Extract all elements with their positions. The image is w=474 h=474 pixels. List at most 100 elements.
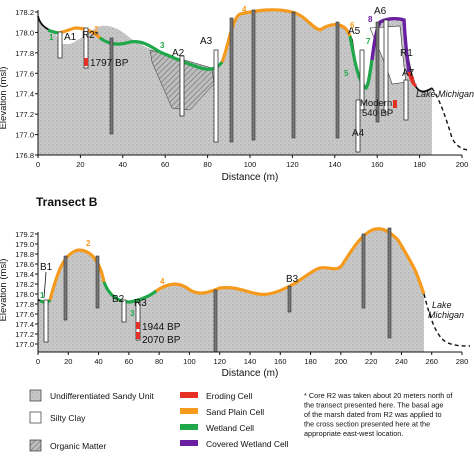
cell-number-a-5: 5 xyxy=(344,69,349,78)
transect-a-cell-numbers: 1 2 3 4 5 6 7 8 9 xyxy=(49,5,415,84)
transect-a-sand-unit xyxy=(38,9,432,156)
transect-b-x-tick-label-12: 240 xyxy=(395,357,408,366)
transect-a-y-tick-label-5: 177.2 xyxy=(15,110,34,119)
cell-number-a-3: 3 xyxy=(160,41,165,50)
transect-b-xlabel: Distance (m) xyxy=(222,368,279,379)
transect-b-panel: 179.2179.0178.8178.6178.4178.2178.0177.8… xyxy=(0,227,471,379)
legend-note-line: the transect presented here. The basal a… xyxy=(304,401,443,410)
label-1797bp: 1797 BP xyxy=(90,58,129,69)
cell-number-b-1: 1 xyxy=(40,291,45,300)
label-a7: A7 xyxy=(402,68,415,79)
transect-b-cell-numbers: 1 2 3 4 xyxy=(40,239,165,318)
legend-label-wetland-cell: Wetland Cell xyxy=(206,423,254,433)
transect-b-wetland-segment-2 xyxy=(102,281,158,304)
transect-a-y-tick-label-1: 178.0 xyxy=(15,28,34,37)
transect-a-y-tick-label-0: 178.2 xyxy=(15,8,34,17)
legend-note: * Core R2 was taken about 20 meters nort… xyxy=(304,391,453,438)
legend-item-sandy-unit: Undifferentiated Sandy Unit xyxy=(29,389,154,402)
core-r2 xyxy=(83,27,89,69)
transect-a-xlabel: Distance (m) xyxy=(222,172,279,183)
transect-a-x-tick-label-5: 100 xyxy=(244,160,257,169)
transect-b-y-tick-label-5: 178.2 xyxy=(15,280,34,289)
transect-a-panel: 178.2 178.0 177.8 177.6 177.4 177.2 177.0 176.8… xyxy=(0,5,474,183)
transect-b-lake-shoreline xyxy=(423,293,471,347)
transect-a-eroding-segment xyxy=(407,71,418,88)
transect-a-y-tick-label-3: 177.6 xyxy=(15,69,34,78)
transect-b-x-tick-label-10: 200 xyxy=(335,357,348,366)
transect-a-x-tick-label-2: 40 xyxy=(119,160,127,169)
label-a3: A3 xyxy=(200,36,213,47)
transect-b-x-tick-label-1: 20 xyxy=(64,357,72,366)
transect-a-wetland-segment-2 xyxy=(99,36,224,71)
label-r2: R2* xyxy=(82,30,99,41)
legend-item-covered-wetland-cell: Covered Wetland Cell xyxy=(180,439,289,449)
transect-b-y-tick-label-7: 177.8 xyxy=(15,300,34,309)
transect-a-covered-wetland-segment xyxy=(370,16,411,73)
transect-a-lake-shoreline xyxy=(431,87,471,151)
cell-number-b-4: 4 xyxy=(160,277,165,286)
legend-note-line: the cross section presented here at the xyxy=(304,420,430,429)
transect-b-x-tick-label-0: 0 xyxy=(36,357,40,366)
label-modern: Modern xyxy=(360,98,392,109)
transect-a-wetland-segment-1 xyxy=(47,28,59,35)
label-r1: R1 xyxy=(400,48,413,59)
core-a6 xyxy=(383,19,389,113)
transect-a-wetland-segment-3 xyxy=(348,35,374,91)
transect-a-x-axis: 0 20 40 60 80 100 120 140 160 180 200 Distance (m) xyxy=(36,154,469,183)
transect-a-x-tick-label-4: 80 xyxy=(203,160,211,169)
cell-number-a-4: 4 xyxy=(242,5,247,14)
transect-a-x-tick-label-10: 200 xyxy=(456,160,469,169)
legend-item-eroding-cell: Eroding Cell xyxy=(180,391,252,401)
core-a3 xyxy=(213,49,219,143)
date-marker-540 xyxy=(393,100,397,108)
label-lake-michigan-a: Lake Michigan xyxy=(416,89,474,99)
label-lake-b-1: Lake xyxy=(432,300,452,310)
label-2070bp: 2070 BP xyxy=(142,335,181,346)
transect-a-x-tick-label-9: 180 xyxy=(413,160,426,169)
cell-number-a-2: 2 xyxy=(94,25,99,34)
legend-label-covered-wetland-cell: Covered Wetland Cell xyxy=(206,439,289,449)
date-marker-2070 xyxy=(136,332,140,339)
label-1944bp: 1944 BP xyxy=(142,322,181,333)
core-b1 xyxy=(43,299,49,343)
legend-item-organic-matter: Organic Matter xyxy=(29,439,106,452)
transect-b-x-tick-label-6: 120 xyxy=(213,357,226,366)
legend-item-sand-plain-cell: Sand Plain Cell xyxy=(180,407,264,417)
transect-b-y-tick-label-6: 178.0 xyxy=(15,290,34,299)
label-b3: B3 xyxy=(286,274,299,285)
b1-leader-line xyxy=(43,271,47,299)
label-lake-b-2: Michigan xyxy=(428,310,464,320)
transect-b-y-tick-label-10: 177.2 xyxy=(15,330,34,339)
core-a1 xyxy=(57,31,63,59)
transect-b-x-tick-label-5: 100 xyxy=(183,357,196,366)
transect-a-y-axis: 178.2 178.0 177.8 177.6 177.4 177.2 177.0 176.8… xyxy=(0,8,39,160)
core-r3 xyxy=(135,301,141,341)
label-a1: A1 xyxy=(64,32,77,43)
core-b2 xyxy=(121,299,127,323)
transect-a-x-tick-label-3: 60 xyxy=(161,160,169,169)
transect-b-x-axis: 0 20 40 60 80 100 120 140 160 180 200 220 240 260 280 … xyxy=(36,351,469,379)
date-marker-1944 xyxy=(136,322,140,329)
transect-b-x-tick-label-14: 280 xyxy=(456,357,469,366)
transect-b-x-tick-label-9: 180 xyxy=(304,357,317,366)
legend-note-line: appropriate east-west location. xyxy=(304,429,403,438)
label-a2: A2 xyxy=(172,48,185,59)
label-r3: R3 xyxy=(134,298,147,309)
transect-b-x-tick-label-2: 40 xyxy=(94,357,102,366)
core-a5 xyxy=(359,49,365,111)
legend-label-sand-plain-cell: Sand Plain Cell xyxy=(206,407,264,417)
transect-a-x-tick-label-7: 140 xyxy=(329,160,342,169)
transect-b-deep-cores xyxy=(63,227,392,353)
core-a4 xyxy=(355,99,361,153)
transect-b-x-tick-label-8: 160 xyxy=(274,357,287,366)
transect-b-cores xyxy=(43,299,141,343)
core-a7 xyxy=(403,79,409,121)
legend-label-sandy-unit: Undifferentiated Sandy Unit xyxy=(50,391,154,401)
transect-b-y-tick-label-11: 177.0 xyxy=(15,340,34,349)
label-b1: B1 xyxy=(40,262,53,273)
transect-b-y-tick-label-9: 177.4 xyxy=(15,320,34,329)
cell-number-a-7: 7 xyxy=(366,37,371,46)
transect-b-x-tick-label-4: 80 xyxy=(155,357,163,366)
transect-a-y-tick-label-4: 177.4 xyxy=(15,90,34,99)
